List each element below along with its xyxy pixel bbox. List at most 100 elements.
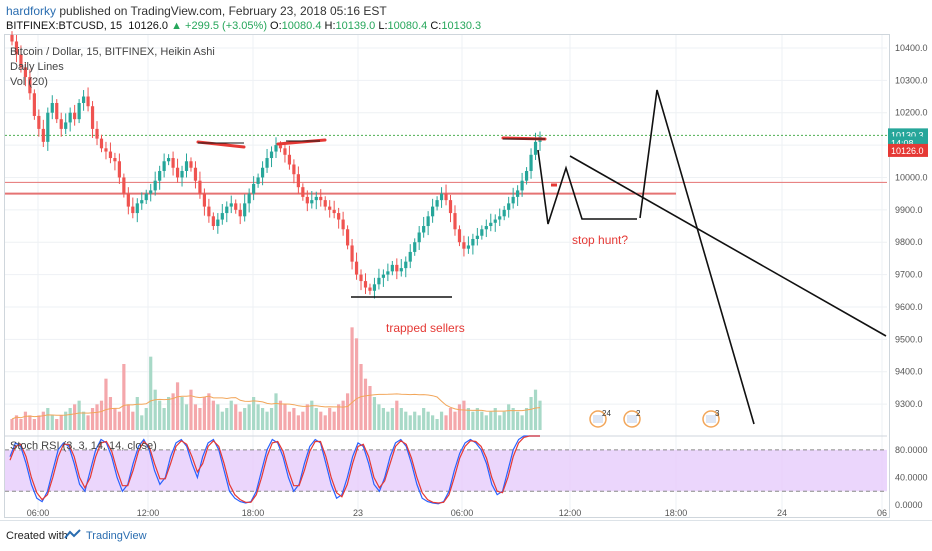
stop-hunt-annotation: stop hunt? [572,233,628,247]
x-tick-label: 18:00 [665,508,688,518]
y-tick-label: 9600.0 [895,302,923,312]
candle-body [140,200,144,204]
volume-bar [484,415,488,430]
volume-bar [516,411,520,430]
volume-bar [229,400,233,430]
candle-body [198,180,202,194]
volume-bar [162,408,166,430]
candle-body [278,145,283,149]
volume-bar [131,411,135,430]
candle-body [475,235,479,239]
candle-body [243,203,247,217]
chart-canvas[interactable]: 10400.010300.010200.010100.010000.09900.… [0,0,932,520]
volume-bar [395,400,399,430]
brand-link[interactable]: TradingView [86,530,147,542]
candle-body [435,200,439,207]
volume-bar [475,408,479,430]
volume-bar [341,400,345,430]
candle-body [37,115,41,129]
volume-bar [489,411,493,430]
tradingview-logo-icon [64,529,81,539]
volume-bar [319,411,323,430]
volume-bar [368,386,372,430]
candle-body [86,96,90,107]
legend-stoch-rsi[interactable]: Stoch RSI (3, 3, 14, 14, close) [10,440,157,452]
candle-body [310,200,314,204]
candle-body [95,128,99,139]
volume-bar [533,389,538,430]
volume-bar [363,378,368,430]
volume-bar [50,415,54,430]
candle-body [372,284,377,291]
candle-body [484,226,488,230]
candle-body [363,281,368,288]
volume-bar [301,411,305,430]
candle-body [359,274,363,282]
volume-bar [350,327,354,430]
candle-body [149,190,153,194]
volume-bar [323,415,327,430]
event-badge-count: 3 [715,409,720,418]
volume-bar [104,378,108,430]
candle-body [225,206,229,214]
candle-body [502,209,506,217]
candle-body [229,203,233,207]
volume-bar [77,400,81,430]
author-link[interactable]: hardforky [6,4,57,18]
candle-body [68,112,72,123]
volume-bar [68,408,72,430]
candle-body [337,213,341,220]
legend-volume[interactable]: Vol (20) [10,76,48,88]
publish-text: published on TradingView.com, February 2… [59,4,387,18]
candle-body [471,238,475,246]
candle-body [413,242,417,252]
x-tick-label: 06:00 [27,508,50,518]
low-value: 10080.4 [387,20,428,32]
volume-bar [73,404,77,430]
legend-daily-lines[interactable]: Daily Lines [10,61,64,73]
y-tick-label: 9800.0 [895,237,923,247]
candle-body [73,112,77,120]
volume-bar [95,404,99,430]
candle-body [368,287,372,291]
event-badge-count: 24 [602,409,611,418]
candle-body [533,141,538,155]
volume-bar [135,397,139,430]
candle-body [238,209,242,217]
volume-bar [332,411,336,430]
candle-body [184,161,189,171]
candle-body [122,177,126,194]
candle-body [64,122,68,129]
volume-bar [439,411,444,430]
volume-bar [345,393,350,430]
volume-bar [144,408,148,430]
candle-body [193,167,198,181]
volume-bar [225,408,229,430]
candle-body [498,216,502,220]
volume-bar [287,411,292,430]
last-price: 10126.0 [128,20,169,32]
candle-body [345,229,350,246]
candle-body [439,193,444,201]
volume-bar [189,389,193,430]
volume-bar [32,419,36,430]
volume-bar [193,404,198,430]
volume-bar [46,408,50,430]
volume-bar [296,415,300,430]
volume-bar [413,411,417,430]
symbol-label: BITFINEX:BTCUSD, 15 [6,20,123,32]
legend-title[interactable]: Bitcoin / Dollar, 15, BITFINEX, Heikin A… [10,46,215,58]
candle-body [77,102,81,120]
volume-bar [462,400,466,430]
candle-body [404,261,408,269]
candle-body [252,183,256,194]
x-tick-label: 23 [353,508,363,518]
candle-body [381,274,385,278]
volume-bar [448,408,453,430]
y-tick-label: 10400.0 [895,43,928,53]
volume-bar [278,400,283,430]
chart-frame[interactable] [4,34,890,518]
volume-bar [386,411,390,430]
volume-bar [399,408,403,430]
volume-bar [234,404,238,430]
